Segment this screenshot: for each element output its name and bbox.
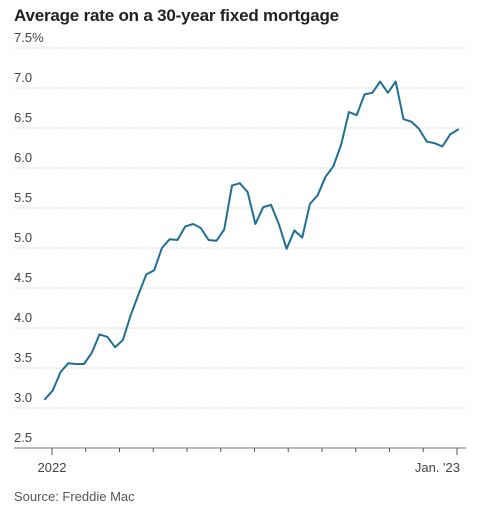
y-tick-label: 5.0: [14, 230, 32, 245]
y-tick-label: 7.5%: [14, 30, 44, 45]
y-tick-label: 3.5: [14, 350, 32, 365]
y-tick-label: 3.0: [14, 390, 32, 405]
y-tick-label: 4.5: [14, 270, 32, 285]
x-tick-label: 2022: [38, 460, 67, 475]
y-tick-label: 7.0: [14, 70, 32, 85]
y-tick-labels: 2.5 3.0 3.5 4.0 4.5 5.0 5.5 6.0 6.5 7.0 7.5%: [14, 30, 44, 445]
gridlines: [14, 47, 466, 449]
x-axis: 2022 Jan. '23: [38, 448, 460, 475]
y-tick-label: 4.0: [14, 310, 32, 325]
series-line: [44, 80, 459, 401]
y-tick-label: 2.5: [14, 430, 32, 445]
y-tick-label: 5.5: [14, 190, 32, 205]
y-tick-label: 6.0: [14, 150, 32, 165]
chart-title: Average rate on a 30-year fixed mortgage: [14, 6, 339, 25]
x-tick-label: Jan. '23: [415, 460, 460, 475]
y-tick-label: 6.5: [14, 110, 32, 125]
source-note: Source: Freddie Mac: [14, 489, 135, 504]
